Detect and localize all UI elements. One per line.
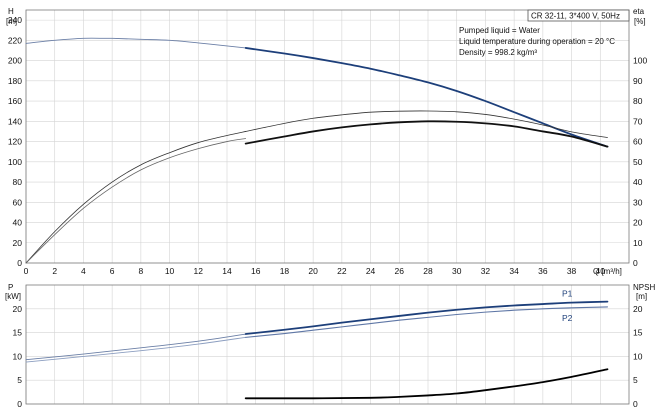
x-tick-label: 26: [395, 266, 405, 276]
p-tick-label: 10: [13, 351, 23, 361]
x-tick-label: 10: [165, 266, 175, 276]
chart-title: CR 32-11, 3*400 V, 50Hz: [531, 12, 620, 21]
y-left-tick-label: 60: [13, 197, 23, 207]
info-line: Liquid temperature during operation = 20…: [459, 37, 615, 46]
y-left-tick-label: 80: [13, 177, 23, 187]
y-left-tick-label: 20: [13, 238, 23, 248]
y-right-tick-label: 90: [633, 76, 643, 86]
x-tick-label: 34: [509, 266, 519, 276]
top-series-line-1: [244, 47, 609, 148]
y-right-tick-label: 20: [633, 218, 643, 228]
x-tick-label: 14: [222, 266, 232, 276]
p-tick-label: 20: [13, 304, 23, 314]
y-left-tick-label: 100: [8, 157, 22, 167]
x-tick-label: 28: [423, 266, 433, 276]
p-tick-label: 5: [17, 375, 22, 385]
p2-series-label: P2: [562, 313, 573, 323]
npsh-tick-label: 0: [633, 399, 638, 409]
y-left-tick-label: 240: [8, 15, 22, 25]
y-right-tick-label: 40: [633, 177, 643, 187]
p1-series-label: P1: [562, 288, 573, 298]
p-axis-unit: [kW]: [5, 292, 21, 301]
y-right-tick-label: 70: [633, 116, 643, 126]
top-series-line-5: [244, 120, 609, 148]
bottom-series-line-0: [25, 333, 247, 361]
x-tick-label: 4: [81, 266, 86, 276]
y-right-tick-label: 30: [633, 197, 643, 207]
y-left-tick-label: 120: [8, 137, 22, 147]
y-right-tick-label: 60: [633, 137, 643, 147]
title-box: [527, 9, 630, 22]
y-right-tick-label: 10: [633, 238, 643, 248]
y-left-tick-label: 40: [13, 218, 23, 228]
npsh-axis-title: NPSH: [633, 283, 655, 292]
y-left-tick-label: 180: [8, 76, 22, 86]
npsh-tick-label: 15: [633, 328, 643, 338]
eta-axis-title: eta: [633, 7, 645, 16]
x-tick-label: 30: [452, 266, 462, 276]
x-tick-label: 38: [567, 266, 577, 276]
x-tick-label: 8: [138, 266, 143, 276]
npsh-tick-label: 5: [633, 375, 638, 385]
x-tick-label: 12: [194, 266, 204, 276]
bottom-series-line-2: [25, 336, 247, 363]
eta-axis-unit: [%]: [634, 17, 646, 26]
x-tick-label: 18: [280, 266, 290, 276]
y-left-tick-label: 220: [8, 35, 22, 45]
y-right-tick-label: 0: [633, 258, 638, 268]
y-right-tick-label: 100: [633, 56, 647, 66]
x-tick-label: 24: [366, 266, 376, 276]
p-tick-label: 0: [17, 399, 22, 409]
npsh-axis-unit: [m]: [636, 292, 647, 301]
npsh-tick-label: 20: [633, 304, 643, 314]
top-series-line-0: [25, 37, 247, 49]
bottom-plot-frame: [25, 284, 630, 405]
npsh-tick-label: 10: [633, 351, 643, 361]
y-left-tick-label: 160: [8, 96, 22, 106]
x-tick-label: 20: [308, 266, 318, 276]
top-series-line-3: [245, 110, 608, 138]
y-left-tick-label: 140: [8, 116, 22, 126]
top-series-line-2: [25, 131, 247, 264]
x-tick-label: 2: [52, 266, 57, 276]
y-right-tick-label: 80: [633, 96, 643, 106]
h-axis-unit: [m]: [6, 17, 17, 26]
y-right-tick-label: 50: [633, 157, 643, 167]
top-plot-frame: [25, 9, 630, 264]
p-axis-title: P: [8, 283, 13, 292]
x-tick-label: 32: [481, 266, 491, 276]
bottom-series-line-1: [244, 300, 609, 335]
h-axis-title: H: [8, 7, 14, 16]
x-tick-label: 22: [337, 266, 347, 276]
x-tick-label: 6: [110, 266, 115, 276]
p-tick-label: 15: [13, 328, 23, 338]
top-series-line-4: [25, 138, 247, 264]
info-line: Pumped liquid = Water: [459, 26, 540, 35]
x-tick-label: 16: [251, 266, 261, 276]
q-axis-title: Q [m³/h]: [593, 267, 622, 276]
x-tick-label: 0: [24, 266, 29, 276]
y-left-tick-label: 0: [17, 258, 22, 268]
x-tick-label: 36: [538, 266, 548, 276]
y-left-tick-label: 200: [8, 56, 22, 66]
bottom-series-line-3: [245, 306, 609, 338]
bottom-series-line-4: [244, 368, 609, 400]
info-line: Density = 998.2 kg/m³: [459, 48, 537, 57]
x-tick-label: 40: [596, 266, 606, 276]
